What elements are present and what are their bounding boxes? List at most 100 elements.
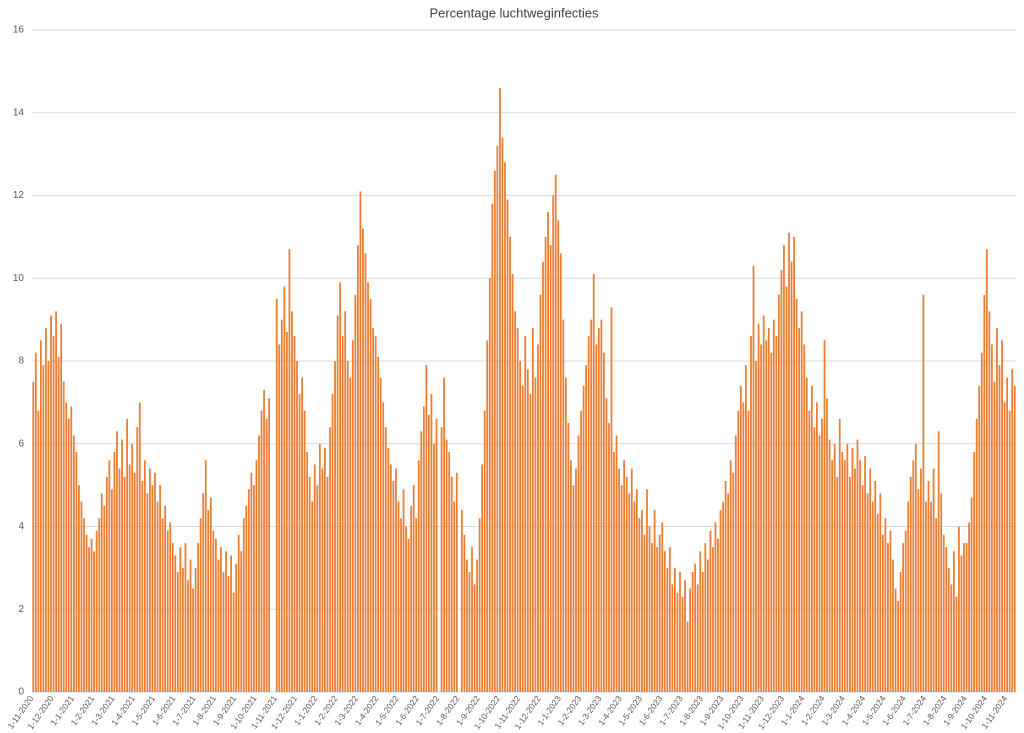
- bar: [615, 435, 618, 692]
- bar: [848, 476, 851, 692]
- y-tick-label: 0: [18, 687, 24, 698]
- bar: [658, 534, 661, 692]
- bar: [684, 580, 686, 692]
- bar: [679, 572, 681, 692]
- bar: [493, 170, 496, 693]
- bar: [757, 323, 760, 692]
- bar: [225, 551, 227, 692]
- bar: [138, 402, 141, 692]
- bar: [285, 332, 288, 692]
- bar: [940, 493, 943, 692]
- bar: [638, 518, 641, 692]
- bar: [245, 505, 248, 692]
- bar: [633, 501, 636, 692]
- bar: [476, 559, 478, 692]
- bar: [717, 538, 719, 692]
- bar: [214, 538, 217, 692]
- bar: [298, 394, 301, 692]
- bar: [557, 220, 560, 692]
- bar: [691, 572, 694, 692]
- bar: [996, 327, 998, 692]
- bar: [666, 567, 669, 692]
- bar: [199, 518, 202, 692]
- bar: [805, 377, 808, 692]
- bar: [742, 402, 745, 692]
- bar: [255, 460, 258, 692]
- bar: [854, 468, 856, 692]
- bar: [351, 340, 354, 692]
- bar: [171, 543, 174, 692]
- bar: [887, 543, 889, 692]
- bar: [861, 485, 864, 692]
- bar: [433, 443, 435, 692]
- y-tick-label: 8: [18, 356, 24, 367]
- bar: [405, 526, 407, 692]
- bar: [846, 443, 849, 692]
- bar: [187, 580, 189, 692]
- bar: [75, 452, 78, 692]
- bar: [194, 567, 197, 692]
- bar: [410, 505, 413, 692]
- bar: [105, 476, 108, 692]
- bar: [143, 460, 146, 692]
- bar: [232, 592, 235, 692]
- bar: [651, 543, 653, 692]
- bar: [407, 538, 410, 692]
- bar: [481, 464, 484, 692]
- bar: [344, 311, 347, 692]
- bar: [706, 559, 709, 692]
- bar: [1001, 340, 1003, 692]
- bar: [435, 418, 438, 692]
- bar: [450, 476, 453, 692]
- bar: [397, 501, 400, 692]
- bar: [899, 572, 902, 692]
- bar: [816, 402, 818, 692]
- bar: [681, 596, 684, 692]
- bar: [313, 464, 316, 692]
- bar: [534, 377, 537, 692]
- bar: [559, 253, 562, 693]
- bar: [699, 551, 702, 692]
- bar: [478, 518, 481, 692]
- bar: [851, 447, 854, 692]
- bar: [263, 389, 265, 692]
- bar: [47, 361, 50, 692]
- bar: [547, 212, 549, 693]
- bar: [925, 501, 927, 692]
- bar: [1011, 369, 1014, 692]
- bar: [311, 501, 314, 692]
- bar: [927, 480, 930, 692]
- bar: [775, 336, 778, 692]
- bar: [694, 563, 697, 692]
- bar: [998, 365, 1001, 692]
- bar: [197, 543, 200, 692]
- bar: [755, 361, 757, 692]
- bar: [947, 567, 950, 692]
- bar: [539, 294, 542, 692]
- bar: [377, 356, 380, 692]
- bar: [372, 327, 374, 692]
- bar: [118, 468, 121, 692]
- bar: [306, 452, 309, 692]
- y-tick-label: 12: [13, 190, 25, 201]
- bar: [488, 278, 491, 692]
- bar: [552, 195, 555, 692]
- bar: [136, 427, 139, 692]
- bar: [126, 418, 128, 692]
- bar: [577, 435, 580, 692]
- bar: [531, 327, 534, 692]
- bar: [524, 336, 527, 692]
- bar: [159, 485, 161, 692]
- bar: [169, 522, 172, 692]
- bar: [739, 385, 742, 692]
- bar: [45, 327, 47, 692]
- bar: [914, 443, 917, 692]
- bar: [970, 497, 973, 692]
- bar: [668, 547, 671, 692]
- bar: [90, 538, 93, 692]
- bar: [881, 534, 884, 692]
- bar: [975, 418, 978, 692]
- bar: [392, 480, 395, 692]
- bar: [329, 427, 331, 692]
- bar: [567, 423, 570, 692]
